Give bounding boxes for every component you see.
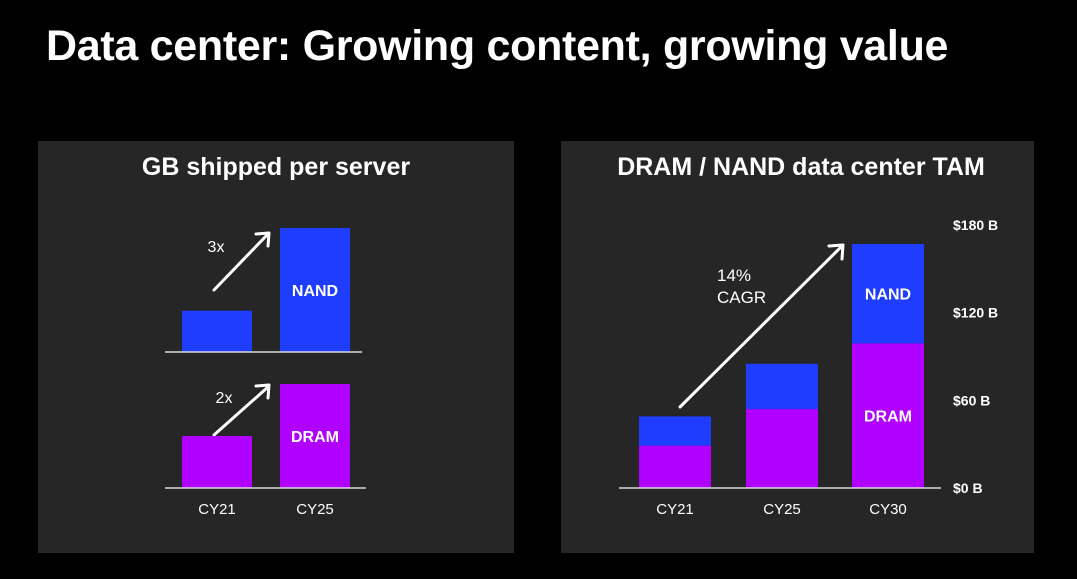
nand-subchart: 3x NAND <box>165 228 362 353</box>
nand-segment-cy30 <box>852 243 924 344</box>
slide-title: Data center: Growing content, growing va… <box>46 22 949 70</box>
category-label-cy25: CY25 <box>763 501 801 518</box>
nand-bar-label: NAND <box>292 283 338 300</box>
cagr-growth-arrow <box>678 244 844 409</box>
category-label-cy25: CY25 <box>296 501 334 518</box>
dram-segment-cy25 <box>746 409 818 488</box>
cagr-percent-label: 14% <box>717 266 751 285</box>
chart-title: DRAM / NAND data center TAM <box>617 153 985 181</box>
dram-bar-cy25 <box>280 384 350 488</box>
dram-multiplier-label: 2x <box>216 390 233 407</box>
cagr-growth-arrowhead <box>827 243 845 261</box>
gb-per-server-chart: GB shipped per server 3x NAND 2x DRAM CY… <box>142 153 410 518</box>
dram-growth-arrow <box>212 385 270 437</box>
y-tick-label: $180 B <box>953 217 998 233</box>
dram-segment-label: DRAM <box>864 409 912 426</box>
nand-multiplier-label: 3x <box>208 239 225 256</box>
nand-segment-cy21 <box>639 416 711 446</box>
dram-bar-label: DRAM <box>291 429 339 446</box>
dram-segment-cy21 <box>639 445 711 488</box>
nand-growth-arrow <box>212 232 270 292</box>
nand-segment-cy25 <box>746 363 818 410</box>
nand-growth-arrowhead <box>254 231 271 248</box>
tam-chart: DRAM / NAND data center TAM 14% CAGR DRA… <box>617 153 998 518</box>
chart-title: GB shipped per server <box>142 153 410 181</box>
category-label-cy21: CY21 <box>198 501 236 518</box>
dram-bar-cy21 <box>182 436 252 488</box>
nand-bar-cy21 <box>182 310 252 352</box>
y-tick-label: $120 B <box>953 305 998 321</box>
gb-per-server-panel: GB shipped per server 3x NAND 2x DRAM CY… <box>38 141 514 553</box>
cagr-text-label: CAGR <box>717 288 766 307</box>
dram-subchart: 2x DRAM <box>165 383 366 489</box>
dram-segment-cy30 <box>852 343 924 488</box>
tam-panel: DRAM / NAND data center TAM 14% CAGR DRA… <box>561 141 1034 553</box>
category-label-cy21: CY21 <box>656 501 694 518</box>
y-tick-label: $60 B <box>953 392 990 408</box>
nand-segment-label: NAND <box>865 287 911 304</box>
category-label-cy30: CY30 <box>869 501 907 518</box>
dram-growth-arrowhead <box>254 383 271 400</box>
y-tick-label: $0 B <box>953 480 983 496</box>
nand-bar-cy25 <box>280 228 350 352</box>
